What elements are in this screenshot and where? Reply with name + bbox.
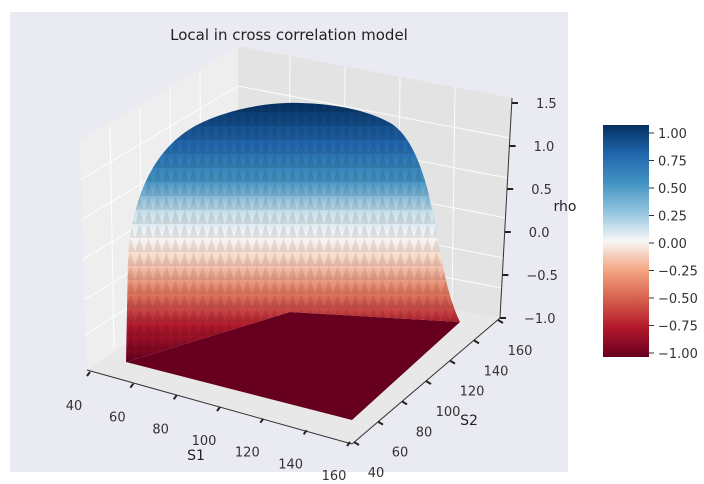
y-axis-tick-mark [449,359,456,365]
x-axis-tick-label: 80 [152,422,169,437]
chart-title: Local in cross correlation model [170,26,408,44]
x-axis-tick-mark [129,383,135,389]
x-axis-tick-label: 100 [192,434,217,449]
z-axis-tick-label: −1.0 [524,312,556,327]
colorbar-tick-label: −0.50 [658,292,698,307]
colorbar-tick-label: 0.50 [658,182,687,197]
z-axis-label: rho [554,199,577,215]
y-axis-tick-label: 100 [436,405,461,420]
colorbar-tick-label: 0.25 [658,210,687,225]
y-axis-tick-label: 80 [416,425,433,440]
x-axis-tick-mark [259,418,265,424]
y-axis-tick-label: 140 [484,364,509,379]
z-axis-line [499,97,513,319]
x-axis-tick-mark [86,371,91,377]
x-axis-tick-mark [172,394,178,400]
x-axis-tick-label: 120 [235,446,260,461]
y-axis-tick-label: 160 [508,344,533,359]
z-axis-tick-label: 0.5 [531,183,552,198]
colorbar-tick-label: 1.00 [658,127,687,142]
y-axis-label: S2 [460,413,478,429]
colorbar-tick-label: −0.75 [658,320,698,335]
y-axis-tick-label: 120 [460,385,485,400]
y-axis-tick-mark [377,420,384,426]
colorbar-ticks: −1.00 −0.75 −0.50 −0.25 0.00 0.25 0.50 0.75 1.00 [649,127,698,362]
colorbar-tick-label: −1.00 [658,347,698,362]
y-axis-tick-label: 40 [368,466,385,481]
x-axis-tick-label: 140 [278,457,303,472]
colorbar-tick-label: 0.00 [658,237,687,252]
x-axis-tick-label: 160 [322,469,347,484]
x-axis-tick-label: 40 [66,399,83,414]
z-axis-tick-label: −0.5 [526,269,558,284]
colorbar-tick-label: 0.75 [658,155,687,170]
y-axis-tick-label: 60 [392,446,409,461]
x-axis-ticks: 40 60 80 100 120 140 160 [66,371,351,484]
x-axis-tick-mark [346,441,351,447]
surface-floor [126,312,460,420]
z-axis-tick-label: 0.0 [529,226,550,241]
z-axis-ticks: −1.0 −0.5 0.0 0.5 1.0 1.5 [500,97,558,327]
x-axis-label: S1 [187,448,205,464]
y-axis-tick-mark [353,441,360,446]
x-axis-tick-mark [302,429,308,435]
colorbar-tick-label: −0.25 [658,265,698,280]
y-axis-tick-mark [473,339,480,345]
surface-dome-texture [126,102,460,362]
colorbar [603,125,649,357]
z-axis-tick-label: 1.5 [536,97,557,112]
y-axis-tick-mark [401,400,408,406]
x-axis-tick-mark [216,406,221,412]
z-axis-tick-label: 1.0 [534,140,555,155]
y-axis-tick-mark [425,380,432,385]
x-axis-tick-label: 60 [109,411,126,426]
y-axis-tick-mark [497,319,504,324]
